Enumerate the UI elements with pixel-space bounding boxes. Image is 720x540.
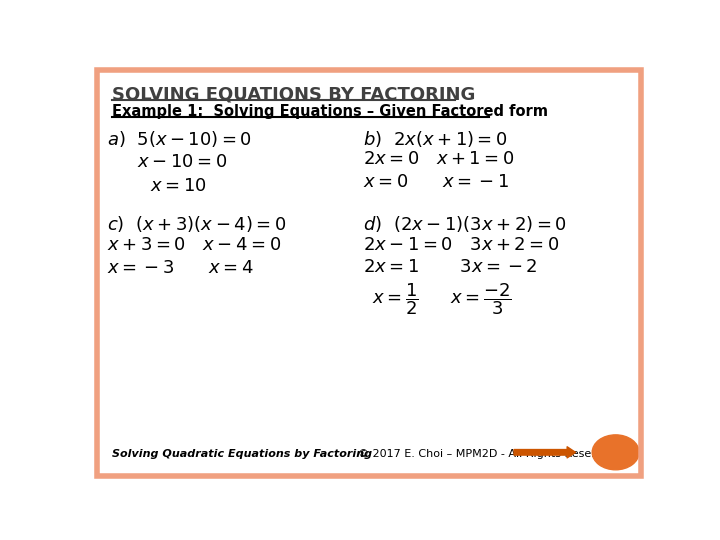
Text: $x-10=0$: $x-10=0$ (138, 153, 228, 171)
Text: $x=-3\qquad x=4$: $x=-3\qquad x=4$ (107, 259, 253, 278)
Text: $c)\ \ (x+3)(x-4)=0$: $c)\ \ (x+3)(x-4)=0$ (107, 214, 286, 234)
Text: © 2017 E. Choi – MPM2D - All Rights Reserved: © 2017 E. Choi – MPM2D - All Rights Rese… (358, 449, 616, 459)
Text: Solving Quadratic Equations by Factoring: Solving Quadratic Equations by Factoring (112, 449, 372, 459)
Text: $x=\dfrac{-2}{3}$: $x=\dfrac{-2}{3}$ (450, 282, 512, 318)
Text: $x=10$: $x=10$ (150, 177, 207, 195)
Text: $2x=1\qquad\  3x=-2$: $2x=1\qquad\ 3x=-2$ (364, 258, 538, 276)
Text: $2x=0\quad x+1=0$: $2x=0\quad x+1=0$ (364, 150, 515, 167)
Text: Example 1:  Solving Equations – Given Factored form: Example 1: Solving Equations – Given Fac… (112, 104, 549, 119)
Text: SOLVING EQUATIONS BY FACTORING: SOLVING EQUATIONS BY FACTORING (112, 85, 476, 104)
Text: $x=0\qquad x=-1$: $x=0\qquad x=-1$ (364, 173, 510, 191)
FancyArrowPatch shape (514, 447, 575, 458)
Text: $x+3=0\quad x-4=0$: $x+3=0\quad x-4=0$ (107, 236, 281, 254)
Circle shape (592, 435, 639, 470)
Text: $d)\ \ (2x-1)(3x+2)=0$: $d)\ \ (2x-1)(3x+2)=0$ (364, 214, 567, 234)
Text: $a)\ \ 5(x-10)=0$: $a)\ \ 5(x-10)=0$ (107, 129, 252, 149)
Text: $2x-1=0\quad 3x+2=0$: $2x-1=0\quad 3x+2=0$ (364, 236, 560, 254)
Text: $x=\dfrac{1}{2}$: $x=\dfrac{1}{2}$ (372, 282, 418, 318)
Text: $b)\ \ 2x(x+1)=0$: $b)\ \ 2x(x+1)=0$ (364, 129, 508, 149)
